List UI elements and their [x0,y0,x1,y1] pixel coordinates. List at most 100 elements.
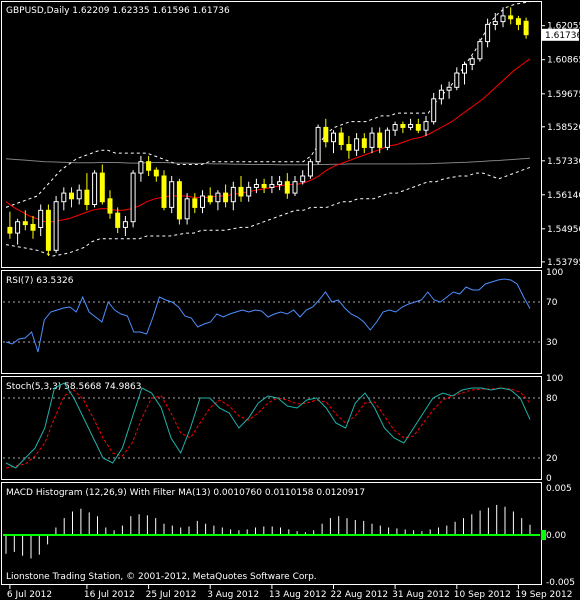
candle-bear [115,212,121,228]
stoch-pane-frame [1,376,542,480]
price-y-tick-label: 1.58520 [547,123,580,133]
stoch-signal-line [5,387,531,469]
candle-bull [215,192,221,203]
candle-bull [38,209,44,229]
rsi-y-tick-label: 70 [546,298,558,308]
macd-pane-title: MACD Histogram (12,26,9) With Filter MA(… [6,488,365,498]
footer-copyright: Lionstone Trading Station, © 2001-2012, … [6,572,317,582]
candle-bull [277,181,283,186]
candle-bear [400,124,406,128]
macd-signal-marker [541,530,546,540]
candle-bull [92,172,98,206]
stoch-y-tick-label: 80 [546,394,558,404]
candle-bull [369,132,375,148]
price-y-tick-label: 1.62055 [547,22,580,32]
candle-bear [261,184,267,188]
candle-bull [130,172,136,223]
rsi-plot: 100 70 30 [3,268,563,353]
stoch-main-line [5,382,531,469]
bollinger-lower-line [5,166,531,257]
candle-bear [523,20,529,36]
bollinger-upper-line [5,1,531,208]
sma-line [5,58,531,223]
candle-bull [438,89,444,100]
candle-bull [454,72,460,88]
candle-bear [323,126,329,143]
candle-bear [223,192,229,203]
candle-bull [307,161,313,177]
candle-bear [107,198,113,214]
macd-plot: 0.005 0.00 -0.005 [3,484,575,588]
candle-bull [331,132,336,143]
candle-bull [392,124,398,131]
candle-bull [500,15,506,23]
candle-bull [384,129,390,148]
candle-bear [45,209,51,251]
candle-bear [207,195,213,203]
x-tick-label: 22 Aug 2012 [331,590,389,600]
candle-bull [122,221,128,228]
stoch-pane-title: Stoch(5,3,3) 58.5668 74.9863 [6,382,141,392]
candle-bull [462,64,467,74]
x-tick-label: 13 Aug 2012 [269,590,327,600]
rsi-y-tick-label: 100 [546,268,563,278]
candle-bull [431,98,437,123]
stoch-y-tick-label: 0 [546,474,552,484]
candle-bear [22,221,28,226]
candle-bear [161,175,167,208]
price-y-tick-label: 1.59675 [547,90,580,100]
candle-bull [15,221,21,234]
macd-y-tick-label: 0.005 [546,484,572,494]
price-plot: 1.62055 1.60865 1.59675 1.58520 1.57330 1.561… [5,1,580,268]
candle-bull [408,124,414,128]
candle-bear [346,144,352,151]
candle-bear [515,18,521,25]
candle-bear [238,186,244,197]
rsi-pane-frame [1,270,542,374]
macd-y-tick-label: 0.00 [546,531,566,541]
candle-bull [138,161,144,174]
rsi-y-tick-label: 30 [546,338,558,348]
candle-bear [146,161,152,171]
macd-y-tick-label: -0.005 [546,578,575,588]
current-price-box [542,28,579,41]
candle-bear [284,181,290,194]
stoch-plot: 100 80 20 0 [3,374,563,484]
price-y-tick-label: 1.53795 [547,258,580,268]
x-tick-label: 31 Aug 2012 [392,590,450,600]
x-tick-label: 10 Sep 2012 [454,590,511,600]
candle-bull [477,41,483,60]
candle-bear [415,124,421,131]
stoch-y-tick-label: 100 [546,374,563,384]
x-tick-label: 6 Jul 2012 [7,590,52,600]
candle-bear [176,181,182,220]
x-tick-label: 16 Jul 2012 [84,590,135,600]
candle-bull [492,21,498,26]
candle-bull [423,121,429,131]
candle-bear [338,132,344,146]
candle-bull [269,184,275,188]
candle-bull [230,186,236,203]
candle-bear [192,198,198,208]
x-tick-label: 19 Sep 2012 [515,590,572,600]
candle-bull [53,201,59,251]
x-tick-label: 25 Jul 2012 [146,590,197,600]
candle-bear [99,172,105,203]
candle-bull [300,175,306,183]
price-y-tick-label: 1.57330 [547,157,580,167]
candle-bear [7,226,13,234]
candle-bear [508,15,514,20]
price-y-tick-label: 1.56140 [547,191,580,201]
candle-bull [184,198,190,220]
candle-bull [61,192,67,203]
candle-bull [253,184,259,188]
current-price-label: 1.61736 [545,31,580,41]
candle-bear [30,224,36,231]
rsi-pane-title: RSI(7) 63.5326 [6,276,74,286]
candle-bear [153,169,159,177]
long-ma-line [5,157,531,166]
candle-bull [246,186,252,197]
x-tick-label: 3 Aug 2012 [207,590,259,600]
